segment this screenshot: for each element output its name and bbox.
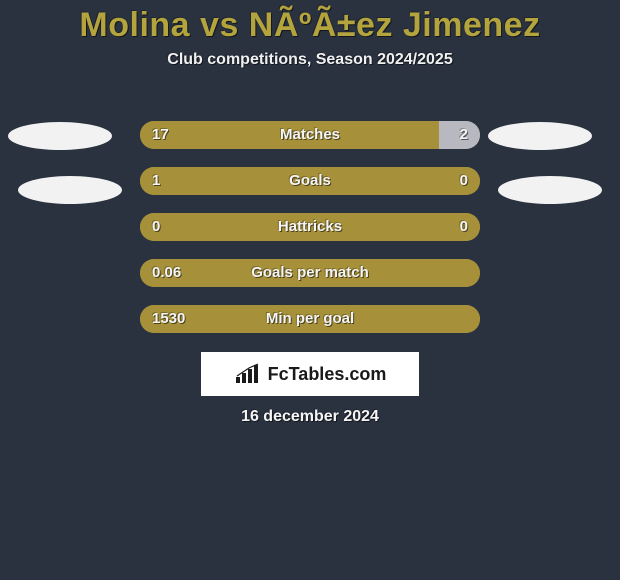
metric-label: Min per goal bbox=[0, 305, 620, 333]
logo-text: FcTables.com bbox=[268, 364, 387, 385]
date-label: 16 december 2024 bbox=[0, 408, 620, 426]
decorative-oval bbox=[498, 176, 602, 204]
comparison-row: 0.06Goals per match bbox=[0, 250, 620, 296]
bars-icon bbox=[234, 363, 262, 385]
comparison-row: 1530Min per goal bbox=[0, 296, 620, 342]
metric-label: Hattricks bbox=[0, 213, 620, 241]
decorative-oval bbox=[8, 122, 112, 150]
subtitle: Club competitions, Season 2024/2025 bbox=[0, 51, 620, 69]
decorative-oval bbox=[18, 176, 122, 204]
metric-label: Goals per match bbox=[0, 259, 620, 287]
decorative-oval bbox=[488, 122, 592, 150]
logo-box: FcTables.com bbox=[201, 352, 419, 396]
page-title: Molina vs NÃºÃ±ez Jimenez bbox=[0, 0, 620, 45]
comparison-row: 00Hattricks bbox=[0, 204, 620, 250]
